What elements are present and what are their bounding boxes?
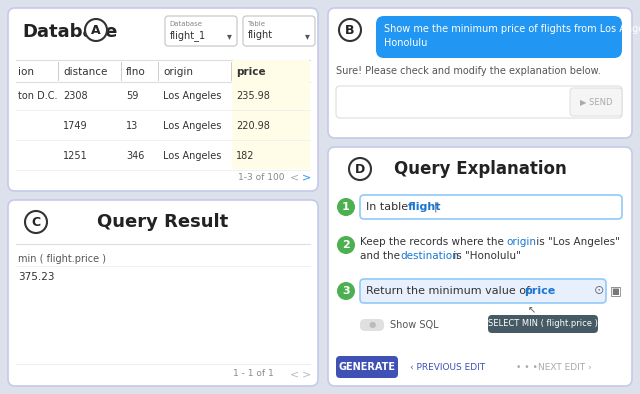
FancyBboxPatch shape [336, 356, 398, 378]
FancyBboxPatch shape [360, 319, 384, 331]
Text: Honolulu: Honolulu [384, 38, 428, 48]
Text: ton D.C.: ton D.C. [18, 91, 58, 101]
Text: Los Angeles: Los Angeles [163, 121, 221, 131]
Text: flight_1: flight_1 [170, 30, 206, 41]
Text: Sure! Please check and modify the explanation below.: Sure! Please check and modify the explan… [336, 66, 601, 76]
Text: 346: 346 [126, 151, 145, 161]
Text: ion: ion [18, 67, 34, 77]
Text: SELECT MIN ( flight.price ): SELECT MIN ( flight.price ) [488, 320, 598, 329]
Text: B: B [345, 24, 355, 37]
Text: D: D [355, 162, 365, 175]
Circle shape [85, 19, 107, 41]
FancyBboxPatch shape [360, 279, 606, 303]
Text: 13: 13 [126, 121, 138, 131]
FancyBboxPatch shape [336, 86, 622, 118]
Text: ↖: ↖ [528, 305, 536, 315]
Text: origin: origin [163, 67, 193, 77]
Text: 1: 1 [342, 202, 350, 212]
Text: In table: In table [366, 202, 412, 212]
FancyBboxPatch shape [243, 16, 315, 46]
Text: 2308: 2308 [63, 91, 88, 101]
Text: is "Los Angeles": is "Los Angeles" [533, 237, 620, 247]
Text: Show me the minimum price of flights from Los Angeles to: Show me the minimum price of flights fro… [384, 24, 640, 34]
Text: >: > [302, 369, 311, 379]
Text: origin: origin [506, 237, 536, 247]
Text: price: price [236, 67, 266, 77]
Text: Table: Table [247, 21, 265, 27]
Text: Database: Database [169, 21, 202, 27]
Text: 3: 3 [342, 286, 350, 296]
FancyBboxPatch shape [8, 8, 318, 191]
Text: Keep the records where the: Keep the records where the [360, 237, 507, 247]
Text: ⊙: ⊙ [594, 284, 605, 297]
FancyBboxPatch shape [376, 16, 622, 58]
Text: Los Angeles: Los Angeles [163, 151, 221, 161]
Text: price: price [524, 286, 556, 296]
Text: NEXT EDIT ›: NEXT EDIT › [538, 362, 591, 372]
Text: and the: and the [360, 251, 403, 261]
FancyBboxPatch shape [360, 195, 622, 219]
Text: ●: ● [369, 320, 376, 329]
Text: • • •: • • • [516, 362, 538, 372]
Circle shape [337, 282, 355, 300]
Text: Return the minimum value of: Return the minimum value of [366, 286, 534, 296]
FancyBboxPatch shape [488, 315, 598, 333]
Text: A: A [91, 24, 101, 37]
Text: ▾: ▾ [227, 31, 232, 41]
FancyBboxPatch shape [232, 60, 310, 169]
Text: ▶ SEND: ▶ SEND [580, 97, 612, 106]
Text: destination: destination [400, 251, 459, 261]
Circle shape [349, 158, 371, 180]
Text: GENERATE: GENERATE [339, 362, 396, 372]
Circle shape [25, 211, 47, 233]
Circle shape [337, 198, 355, 216]
Text: C: C [31, 216, 40, 229]
Text: distance: distance [63, 67, 108, 77]
Text: >: > [302, 172, 311, 182]
Text: 2: 2 [342, 240, 350, 250]
FancyBboxPatch shape [165, 16, 237, 46]
Text: |: | [434, 202, 438, 212]
Text: 1 - 1 of 1: 1 - 1 of 1 [233, 370, 274, 379]
Text: 235.98: 235.98 [236, 91, 270, 101]
Text: 1749: 1749 [63, 121, 88, 131]
FancyBboxPatch shape [570, 88, 622, 116]
Text: 182: 182 [236, 151, 255, 161]
Text: 1-3 of 100: 1-3 of 100 [238, 173, 285, 182]
Text: flight: flight [408, 202, 442, 212]
Text: <: < [290, 172, 300, 182]
Text: min ( flight.price ): min ( flight.price ) [18, 254, 106, 264]
Text: ▾: ▾ [305, 31, 310, 41]
Text: 220.98: 220.98 [236, 121, 270, 131]
Text: flno: flno [126, 67, 146, 77]
Circle shape [339, 19, 361, 41]
Text: Database: Database [22, 23, 117, 41]
Text: 59: 59 [126, 91, 138, 101]
Text: ▣: ▣ [610, 284, 621, 297]
Text: flight: flight [248, 30, 273, 40]
Text: Los Angeles: Los Angeles [163, 91, 221, 101]
FancyBboxPatch shape [8, 200, 318, 386]
Text: is "Honolulu": is "Honolulu" [450, 251, 521, 261]
Circle shape [337, 236, 355, 254]
FancyBboxPatch shape [328, 8, 632, 138]
Text: ‹ PREVIOUS EDIT: ‹ PREVIOUS EDIT [410, 362, 485, 372]
Text: 1251: 1251 [63, 151, 88, 161]
FancyBboxPatch shape [328, 147, 632, 386]
Text: Show SQL: Show SQL [390, 320, 438, 330]
Text: 375.23: 375.23 [18, 272, 54, 282]
Text: <: < [290, 369, 300, 379]
Text: Query Result: Query Result [97, 213, 228, 231]
Text: Query Explanation: Query Explanation [394, 160, 566, 178]
